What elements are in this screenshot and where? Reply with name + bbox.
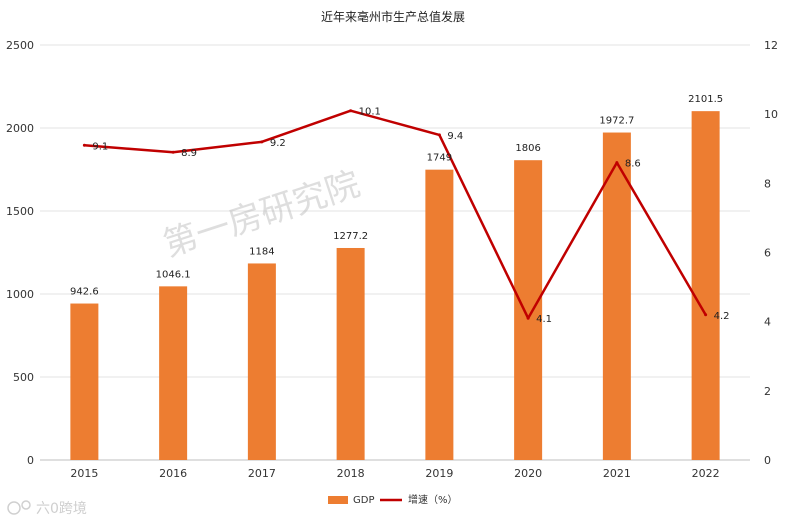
chart-title: 近年来亳州市生产总值发展 [321,9,465,24]
bar-label-gdp: 1749 [427,153,452,164]
bar-label-gdp: 2101.5 [688,94,723,105]
bar-gdp-2019 [425,169,454,460]
point-label-growth: 4.2 [714,311,730,322]
point-label-growth: 9.4 [447,131,463,142]
bar-gdp-2017 [247,263,276,460]
watermark-logo-text: 六0跨境 [36,501,87,517]
bar-label-gdp: 1972.7 [599,116,634,127]
y-right-tick-label: 10 [764,108,778,121]
y-left-tick-label: 500 [13,371,34,384]
bar-gdp-2016 [159,286,188,460]
bar-gdp-2020 [514,160,543,461]
point-growth-2019 [437,133,441,137]
legend-label-growth: 增速（%） [408,493,458,506]
point-growth-2020 [526,316,530,320]
gridlines [40,44,750,461]
y-left-tick-label: 1500 [6,205,34,218]
legend-swatch-gdp [328,496,348,504]
bar-gdp-2021 [602,132,631,460]
point-growth-2017 [260,140,264,144]
x-tick-label: 2020 [514,467,542,480]
y-right-tick-label: 2 [764,385,771,398]
x-tick-label: 2015 [70,467,98,480]
line-growth-rate [84,109,707,320]
x-tick-label: 2017 [248,467,276,480]
watermark-logo: 六0跨境 [7,500,87,517]
legend: GDP 增速（%） [328,493,458,506]
data-labels: 942.6 1046.1 1184 1277.2 1749 1806 1972.7 2101.… [70,94,729,325]
axes: 0 500 1000 1500 2000 2500 0 2 4 6 8 10 12 2015 2016 201… [6,39,778,480]
y-right-tick-label: 12 [764,39,778,52]
point-growth-2021 [615,161,619,165]
bar-label-gdp: 1277.2 [333,231,368,242]
x-tick-label: 2021 [603,467,631,480]
y-right-tick-label: 0 [764,454,771,467]
point-growth-2015 [82,143,86,147]
bar-label-gdp: 1806 [515,143,540,154]
bar-series [70,111,720,461]
legend-label-gdp: GDP [353,495,374,506]
y-left-tick-label: 0 [27,454,34,467]
x-tick-label: 2022 [692,467,720,480]
point-growth-2016 [171,150,175,154]
point-label-growth: 4.1 [536,314,552,325]
x-tick-label: 2016 [159,467,187,480]
bar-gdp-2018 [336,247,365,460]
bar-label-gdp: 1184 [249,246,274,257]
point-label-growth: 10.1 [359,107,381,118]
bar-gdp-2015 [70,303,99,460]
x-tick-label: 2019 [425,467,453,480]
point-label-growth: 9.1 [92,141,108,152]
point-label-growth: 9.2 [270,138,286,149]
y-left-tick-label: 2500 [6,39,34,52]
bar-label-gdp: 1046.1 [156,269,191,280]
y-right-tick-label: 4 [764,316,771,329]
y-right-tick-label: 6 [764,247,771,260]
point-label-growth: 8.9 [181,148,197,159]
y-left-tick-label: 2000 [6,122,34,135]
point-label-growth: 8.6 [625,159,641,170]
x-tick-label: 2018 [337,467,365,480]
line-series [82,109,708,320]
point-growth-2022 [704,313,708,317]
y-right-tick-label: 8 [764,177,771,190]
bar-gdp-2022 [691,111,720,460]
point-growth-2018 [349,109,353,113]
bar-label-gdp: 942.6 [70,287,99,298]
y-left-tick-label: 1000 [6,288,34,301]
